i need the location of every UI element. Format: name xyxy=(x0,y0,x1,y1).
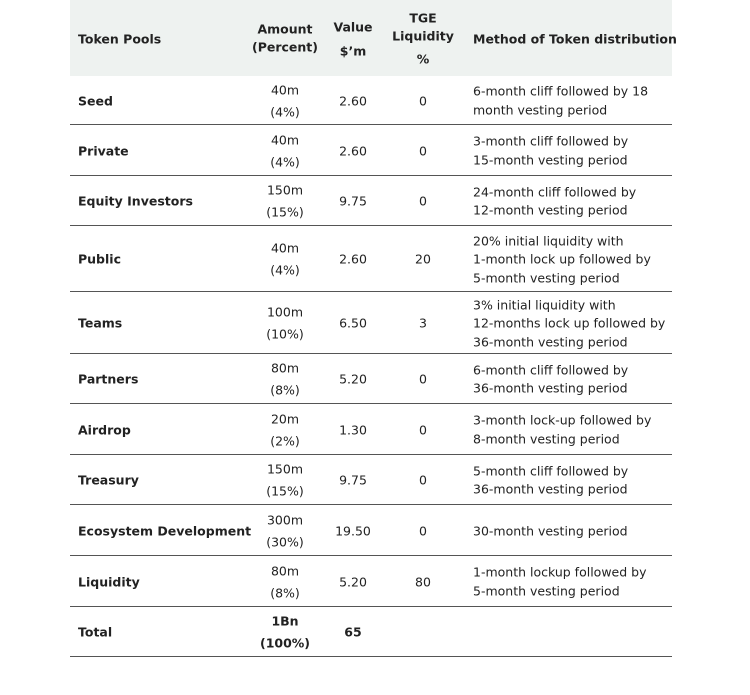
method: 5-month cliff followed by xyxy=(473,463,629,479)
method: 30-month vesting period xyxy=(473,523,628,538)
value: 2.60 xyxy=(339,93,367,108)
amount: (4%) xyxy=(270,154,300,169)
method: 6-month cliff followed by xyxy=(473,362,629,378)
pool-name: Total xyxy=(78,624,113,640)
amount: 300m xyxy=(266,512,304,527)
value: 65 xyxy=(344,624,362,640)
pool-name: Equity Investors xyxy=(78,193,193,209)
pool-name: Seed xyxy=(78,93,113,108)
method: 3-month cliff followed by xyxy=(473,133,629,149)
header-band xyxy=(70,0,672,76)
amount: (100%) xyxy=(259,635,311,651)
amount: 100m xyxy=(266,304,304,320)
pool-name: Public xyxy=(78,251,121,267)
tge-liquidity: 80 xyxy=(415,574,431,589)
amount: (8%) xyxy=(270,585,300,600)
value: 2.60 xyxy=(339,143,367,158)
value: 5.20 xyxy=(339,371,367,387)
method: 36-month vesting period xyxy=(473,481,628,497)
row-divider xyxy=(70,124,672,125)
method: 3-month lock-up followed by xyxy=(473,412,652,428)
row-divider xyxy=(70,656,672,657)
value: 2.60 xyxy=(339,251,367,267)
row-divider xyxy=(70,291,672,292)
pool-name: Airdrop xyxy=(78,422,131,437)
header-cell: Method of Token distribution xyxy=(473,31,677,47)
row-divider xyxy=(70,225,672,226)
row-divider xyxy=(70,555,672,556)
row-divider xyxy=(70,353,672,354)
header-cell: Token Pools xyxy=(78,31,162,47)
method: 8-month vesting period xyxy=(473,431,620,447)
tge-liquidity: 0 xyxy=(419,193,427,209)
value: 6.50 xyxy=(339,315,367,331)
value: 9.75 xyxy=(339,193,367,209)
amount: 20m xyxy=(270,411,300,426)
amount: 1Bn xyxy=(271,613,299,629)
amount: 150m xyxy=(266,461,304,477)
row-divider xyxy=(70,403,672,404)
amount: (8%) xyxy=(270,382,300,398)
method: 5-month vesting period xyxy=(473,583,620,599)
method: 15-month vesting period xyxy=(473,152,628,168)
amount: (4%) xyxy=(270,262,300,278)
method: 12-months lock up followed by xyxy=(473,315,666,331)
value: 9.75 xyxy=(339,472,367,488)
amount: 80m xyxy=(270,563,300,578)
pool-name: Teams xyxy=(78,315,123,331)
header-cell: Liquidity xyxy=(392,28,454,44)
method: 24-month cliff followed by xyxy=(473,184,637,200)
row-divider xyxy=(70,606,672,607)
amount: 80m xyxy=(270,360,300,376)
header-cell: TGE xyxy=(409,10,437,26)
amount: (4%) xyxy=(270,104,300,119)
tge-liquidity: 0 xyxy=(419,93,427,108)
method: 6-month cliff followed by 18 xyxy=(473,83,649,99)
value: 5.20 xyxy=(339,574,367,589)
value: 1.30 xyxy=(339,422,367,437)
amount: (15%) xyxy=(266,483,304,499)
tge-liquidity: 0 xyxy=(419,371,427,387)
value: 19.50 xyxy=(335,523,371,538)
pool-name: Treasury xyxy=(78,472,139,488)
method: 36-month vesting period xyxy=(473,334,628,349)
pool-name: Ecosystem Development xyxy=(78,523,252,538)
amount: (30%) xyxy=(266,534,304,549)
tge-liquidity: 20 xyxy=(415,251,431,267)
method: 1-month lockup followed by xyxy=(473,564,647,580)
row-divider xyxy=(70,454,672,455)
pool-name: Private xyxy=(78,143,129,158)
row-divider xyxy=(70,504,672,505)
amount: (2%) xyxy=(270,433,300,448)
header-cell: $’m xyxy=(339,43,367,59)
tge-liquidity: 0 xyxy=(419,143,427,158)
header-cell: (Percent) xyxy=(252,39,318,55)
method: 1-month lock up followed by xyxy=(473,251,651,267)
tge-liquidity: 3 xyxy=(419,315,427,331)
amount: (10%) xyxy=(266,326,304,342)
header-cell: Amount xyxy=(257,21,313,37)
tge-liquidity: 0 xyxy=(419,472,427,488)
header-cell: Value xyxy=(333,19,373,35)
pool-name: Partners xyxy=(78,371,139,387)
amount: 40m xyxy=(270,82,300,97)
method: 5-month vesting period xyxy=(473,270,620,285)
amount: (15%) xyxy=(266,204,304,220)
amount: 40m xyxy=(270,240,300,256)
method: month vesting period xyxy=(473,102,608,118)
tge-liquidity: 0 xyxy=(419,422,427,437)
method: 20% initial liquidity with xyxy=(473,233,624,248)
row-divider xyxy=(70,175,672,176)
method: 36-month vesting period xyxy=(473,380,628,396)
method: 3% initial liquidity with xyxy=(473,297,616,312)
method: 12-month vesting period xyxy=(473,202,628,218)
tge-liquidity: 0 xyxy=(419,523,427,538)
pool-name: Liquidity xyxy=(78,574,140,589)
amount: 40m xyxy=(270,132,300,147)
header-cell: % xyxy=(416,51,430,67)
amount: 150m xyxy=(266,182,304,198)
